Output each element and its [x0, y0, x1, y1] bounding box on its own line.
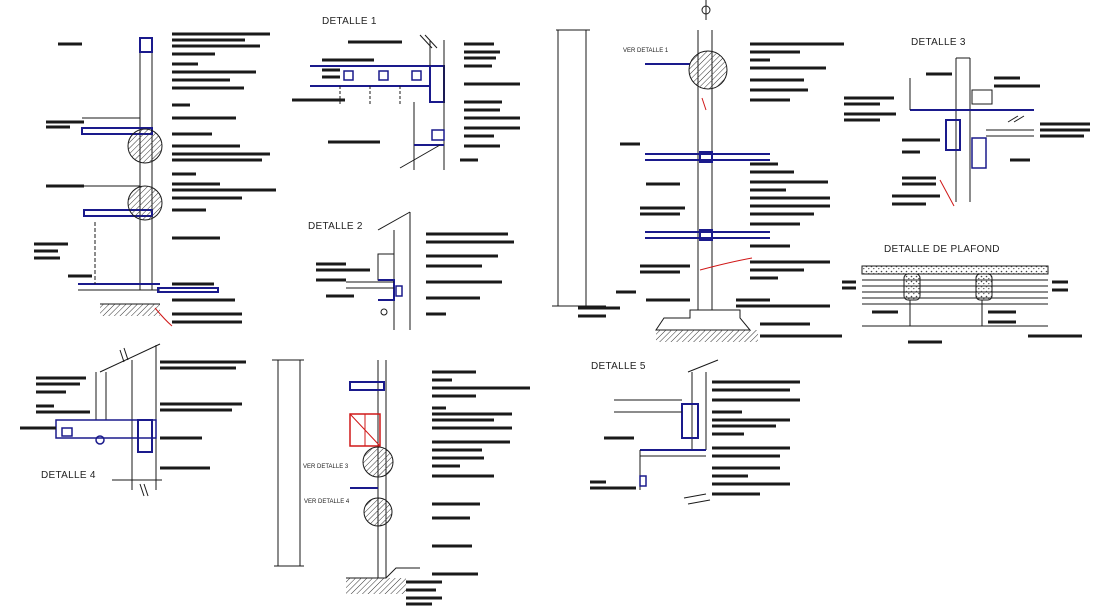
detail-1-drawing — [310, 34, 445, 170]
detail-2-drawing — [346, 211, 411, 330]
leaders-plafond — [842, 280, 1082, 344]
leaders-center — [578, 42, 844, 338]
ref-ver-detalle-3: VER DETALLE 3 — [303, 464, 349, 470]
leaders-detail-5 — [590, 380, 800, 496]
center-wall-section — [552, 0, 770, 342]
title-detalle-2: DETALLE 2 — [308, 221, 363, 232]
plafond-drawing — [861, 265, 1049, 327]
section-left-wall — [58, 37, 219, 327]
title-detalle-1: DETALLE 1 — [322, 16, 377, 27]
title-detalle-4: DETALLE 4 — [41, 470, 96, 481]
detail-3-drawing — [909, 57, 1034, 207]
leaders-detail-3 — [844, 72, 1090, 206]
leaders-bottom-section — [406, 370, 530, 606]
detail-4-drawing — [55, 343, 162, 497]
title-detalle-5: DETALLE 5 — [591, 361, 646, 372]
title-detalle-3: DETALLE 3 — [911, 37, 966, 48]
leaders-detail-2 — [316, 232, 514, 316]
detail-5-drawing — [614, 359, 719, 505]
ref-ver-detalle-1: VER DETALLE 1 — [623, 48, 669, 54]
leaders-detail-4 — [20, 360, 246, 470]
leaders-left-wall — [34, 32, 276, 324]
bottom-wall-section — [272, 359, 420, 594]
leaders-detail-1 — [292, 40, 520, 162]
title-detalle-plafond: DETALLE DE PLAFOND — [884, 244, 1000, 255]
ref-ver-detalle-4: VER DETALLE 4 — [304, 499, 350, 505]
